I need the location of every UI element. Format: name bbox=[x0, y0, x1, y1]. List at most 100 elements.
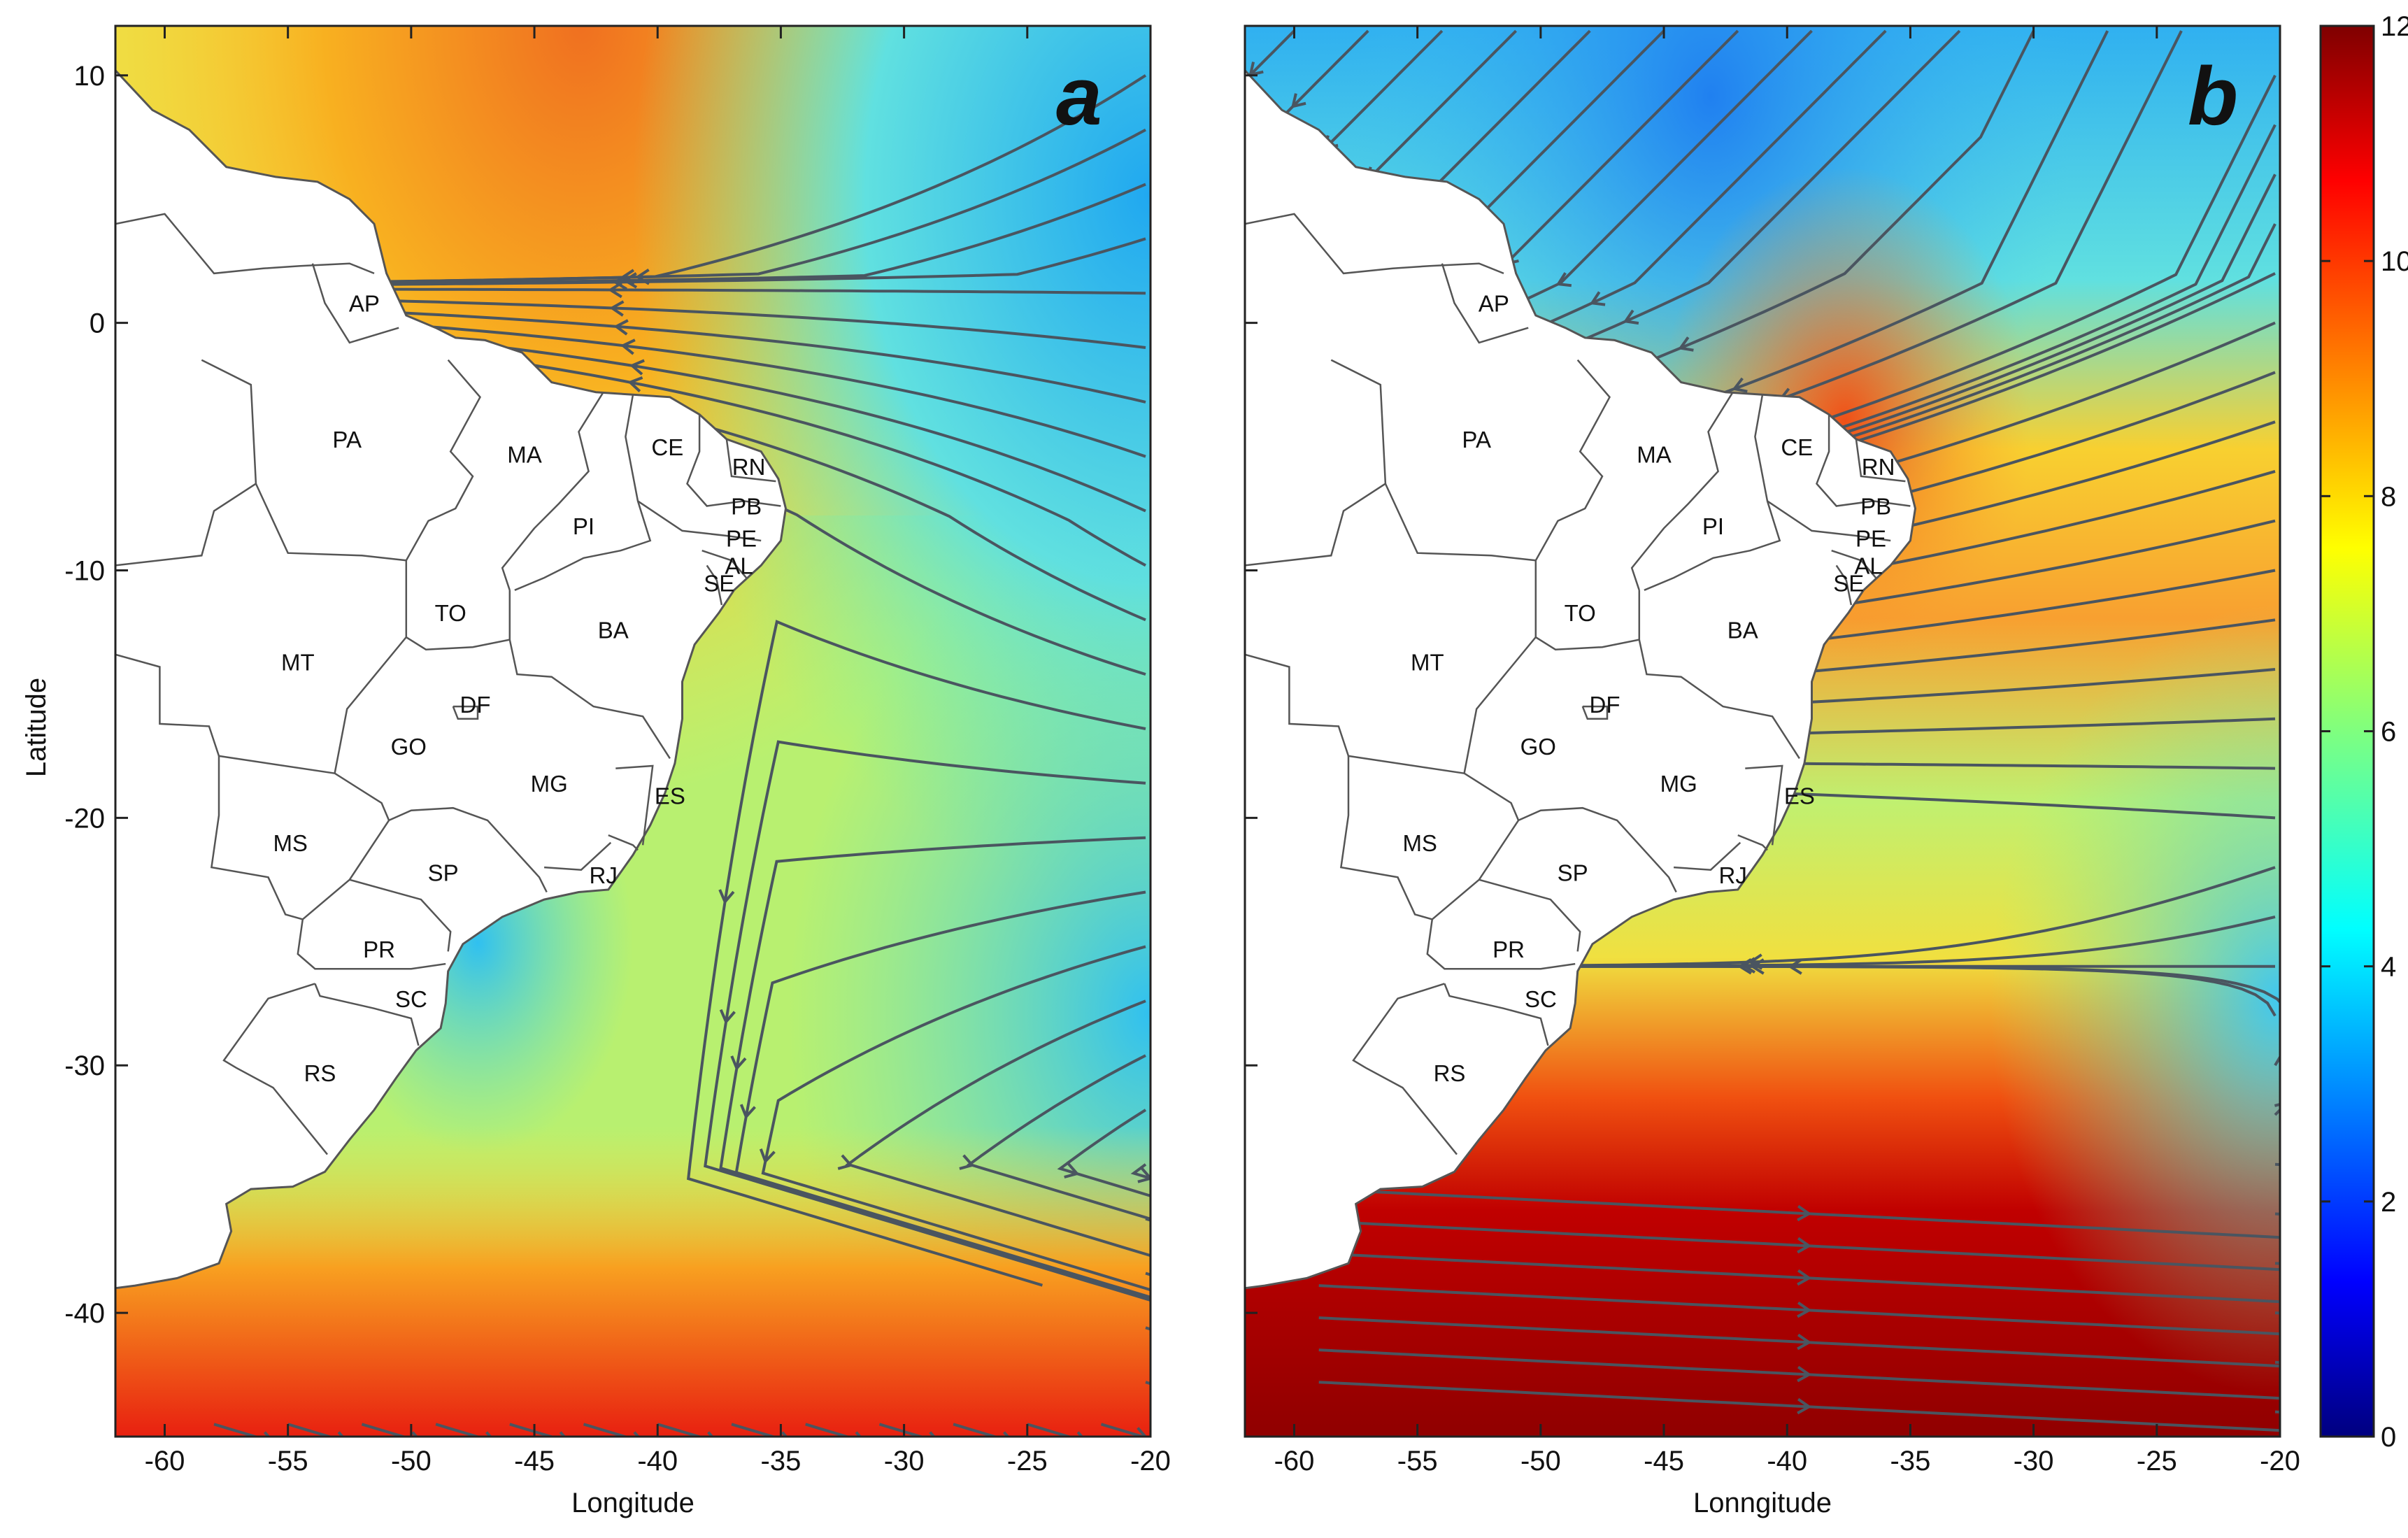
streamline bbox=[1318, 1284, 2280, 1336]
streamline-arrow bbox=[260, 1431, 276, 1437]
y-tick-label: 10 bbox=[74, 61, 106, 92]
state-label-rs: RS bbox=[1434, 1060, 1466, 1086]
streamline-arrow bbox=[1797, 1301, 1812, 1318]
state-label-mt: MT bbox=[1411, 650, 1444, 676]
colorbar-tick-label: 6 bbox=[2381, 717, 2396, 748]
x-tick-label: -25 bbox=[2137, 1446, 2177, 1476]
state-label-ap: AP bbox=[1479, 291, 1509, 317]
state-label-pr: PR bbox=[363, 937, 395, 962]
streamline-arrow bbox=[959, 1154, 975, 1170]
panel-a-land bbox=[115, 26, 788, 1290]
state-border bbox=[311, 263, 399, 344]
colorbar-tick-label: 8 bbox=[2381, 481, 2396, 512]
streamline-arrow bbox=[1797, 1269, 1812, 1286]
streamline-arrow bbox=[555, 1431, 572, 1437]
streamline-arrow bbox=[730, 1055, 747, 1071]
x-tick-label: -35 bbox=[1890, 1446, 1931, 1476]
streamline-arrow bbox=[778, 1431, 794, 1437]
state-label-ce: CE bbox=[1781, 434, 1813, 460]
panel-a-xlabel: Longitude bbox=[571, 1488, 694, 1518]
state-label-df: DF bbox=[460, 692, 491, 718]
streamline-arrow bbox=[1589, 291, 1606, 306]
streamline bbox=[1318, 1252, 2280, 1304]
streamline-arrow bbox=[1137, 1167, 1150, 1183]
streamline-arrow bbox=[629, 359, 645, 376]
state-border bbox=[615, 764, 654, 846]
streamline-arrow bbox=[718, 889, 735, 905]
state-border bbox=[222, 983, 328, 1155]
state-label-pe: PE bbox=[1855, 526, 1886, 552]
x-tick-label: -60 bbox=[145, 1446, 185, 1476]
x-tick-label: -40 bbox=[637, 1446, 678, 1476]
streamline bbox=[1130, 1163, 1150, 1180]
state-border bbox=[1835, 564, 1853, 606]
streamline-arrow bbox=[1797, 1365, 1812, 1383]
state-border bbox=[1441, 263, 1529, 344]
streamline-arrow bbox=[608, 281, 622, 299]
colorbar-ticks: 0 2 4 6 8 10 12 bbox=[2321, 11, 2408, 1453]
streamline bbox=[213, 1423, 260, 1437]
state-border bbox=[1767, 500, 1891, 542]
state-label-mg: MG bbox=[1660, 771, 1697, 797]
state-border bbox=[405, 359, 482, 561]
state-label-es: ES bbox=[655, 783, 685, 809]
state-label-ma: MA bbox=[1637, 441, 1672, 467]
state-label-to: TO bbox=[1565, 600, 1596, 626]
y-tick-label: -30 bbox=[64, 1051, 105, 1081]
streamline-arrow bbox=[1623, 309, 1639, 325]
x-tick-label: -20 bbox=[1130, 1446, 1171, 1476]
streamline bbox=[1318, 1220, 2280, 1272]
streamline-arrow bbox=[704, 1431, 720, 1437]
panel-a-state-borders bbox=[115, 213, 781, 1155]
streamline-arrow bbox=[2281, 1158, 2293, 1172]
state-border bbox=[1426, 919, 1576, 970]
colorbar-tick-label: 2 bbox=[2381, 1187, 2396, 1218]
x-tick-label: -45 bbox=[1644, 1446, 1684, 1476]
panel-a-frame bbox=[114, 24, 1152, 1438]
streamline-arrow bbox=[2281, 1355, 2293, 1370]
state-label-ms: MS bbox=[1402, 830, 1437, 856]
state-label-sc: SC bbox=[395, 986, 427, 1012]
state-border bbox=[686, 414, 781, 507]
streamline-arrow bbox=[2281, 1405, 2293, 1420]
colorbar-tick-label: 0 bbox=[2381, 1422, 2396, 1453]
streamline bbox=[1100, 1423, 1148, 1437]
state-border bbox=[1816, 414, 1911, 507]
streamline bbox=[1318, 1188, 2280, 1239]
state-label-ce: CE bbox=[651, 434, 683, 460]
x-tick-label: -40 bbox=[1767, 1446, 1807, 1476]
streamline-arrow bbox=[2281, 1257, 2293, 1272]
colorbar-tick-label: 12 bbox=[2381, 11, 2408, 42]
state-border bbox=[701, 550, 748, 578]
x-tick-label: -50 bbox=[1520, 1446, 1561, 1476]
state-label-pi: PI bbox=[573, 513, 594, 539]
state-border bbox=[706, 564, 723, 606]
panel-b-x-ticks: -60 -55 -50 -45 -40 -35 -30 -25 -20 bbox=[1274, 26, 2300, 1476]
streamline-arrow bbox=[851, 1431, 868, 1437]
state-border bbox=[1444, 983, 1549, 1046]
streamline-arrow bbox=[1797, 1333, 1812, 1351]
state-border bbox=[255, 483, 406, 562]
state-border bbox=[388, 806, 548, 893]
streamline bbox=[1027, 1423, 1074, 1437]
state-label-pb: PB bbox=[1860, 494, 1891, 520]
state-label-al: AL bbox=[725, 553, 753, 579]
streamline bbox=[731, 1423, 778, 1437]
state-label-rn: RN bbox=[732, 454, 766, 480]
state-border bbox=[115, 653, 335, 774]
x-tick-label: -60 bbox=[1274, 1446, 1315, 1476]
state-border bbox=[1638, 639, 1800, 760]
state-border bbox=[544, 841, 612, 871]
state-border bbox=[1352, 983, 1458, 1155]
y-tick-label: -40 bbox=[64, 1298, 105, 1329]
state-label-df: DF bbox=[1590, 692, 1620, 718]
streamline-arrow bbox=[620, 339, 636, 355]
streamline-arrow bbox=[629, 1431, 646, 1437]
colorbar-tick-label: 10 bbox=[2381, 246, 2408, 277]
streamline-arrow bbox=[1797, 1237, 1812, 1254]
